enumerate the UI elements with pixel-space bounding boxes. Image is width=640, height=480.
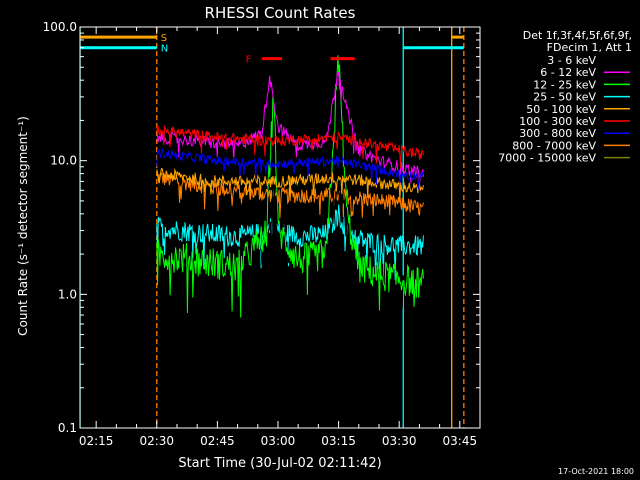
legend-label: 12 - 25 keV <box>533 78 596 91</box>
chart-title: RHESSI Count Rates <box>205 4 356 22</box>
x-axis-label: Start Time (30-Jul-02 02:11:42) <box>178 456 381 471</box>
series-line-300-to-800keV <box>156 147 424 191</box>
legend-header-line: Det 1f,3f,4f,5f,6f,9f, <box>523 29 632 42</box>
plot-area: SN F <box>80 27 465 428</box>
x-tick-label: 02:15 <box>79 434 114 448</box>
annotation-s: S <box>161 33 167 44</box>
plot-frame <box>79 26 481 429</box>
annotation-n: N <box>161 44 168 55</box>
annotation-f: F <box>246 55 252 66</box>
legend-label: 800 - 7000 keV <box>512 139 596 152</box>
y-tick-label: 10.0 <box>50 154 77 168</box>
legend-label: 25 - 50 keV <box>533 91 596 104</box>
series-line-100-to-300keV <box>156 125 424 169</box>
date-stamp: 17-Oct-2021 18:00 <box>558 467 634 476</box>
legend-label: 7000 - 15000 keV <box>498 152 596 165</box>
x-tick-label: 03:15 <box>321 434 356 448</box>
series-line-12-to-25keV <box>156 55 424 318</box>
legend-header: Det 1f,3f,4f,5f,6f,9f,FDecim 1, Att 1 <box>523 29 632 54</box>
legend-label: 50 - 100 keV <box>526 103 596 116</box>
series-line-50-to-100keV <box>156 167 424 201</box>
y-axis-label: Count Rate (s⁻¹ detector segment⁻¹) <box>16 116 30 336</box>
legend-label: 3 - 6 keV <box>547 54 596 67</box>
x-tick-label: 02:45 <box>200 434 235 448</box>
legend-header-line: FDecim 1, Att 1 <box>547 41 632 54</box>
x-tick-label: 03:30 <box>382 434 417 448</box>
y-tick-label: 100.0 <box>43 20 77 34</box>
legend-label: 6 - 12 keV <box>540 66 596 79</box>
y-tick-label: 1.0 <box>58 287 77 301</box>
x-tick-label: 03:00 <box>261 434 296 448</box>
x-tick-label: 03:45 <box>443 434 478 448</box>
axes: 0.1 1.0 10.0 100.0 02:15 02:30 02:45 03:00 03:15… <box>43 20 481 448</box>
legend-label: 100 - 300 keV <box>519 115 596 128</box>
legend-label: 300 - 800 keV <box>519 127 596 140</box>
x-tick-label: 02:30 <box>139 434 174 448</box>
y-tick-label: 0.1 <box>58 421 77 435</box>
